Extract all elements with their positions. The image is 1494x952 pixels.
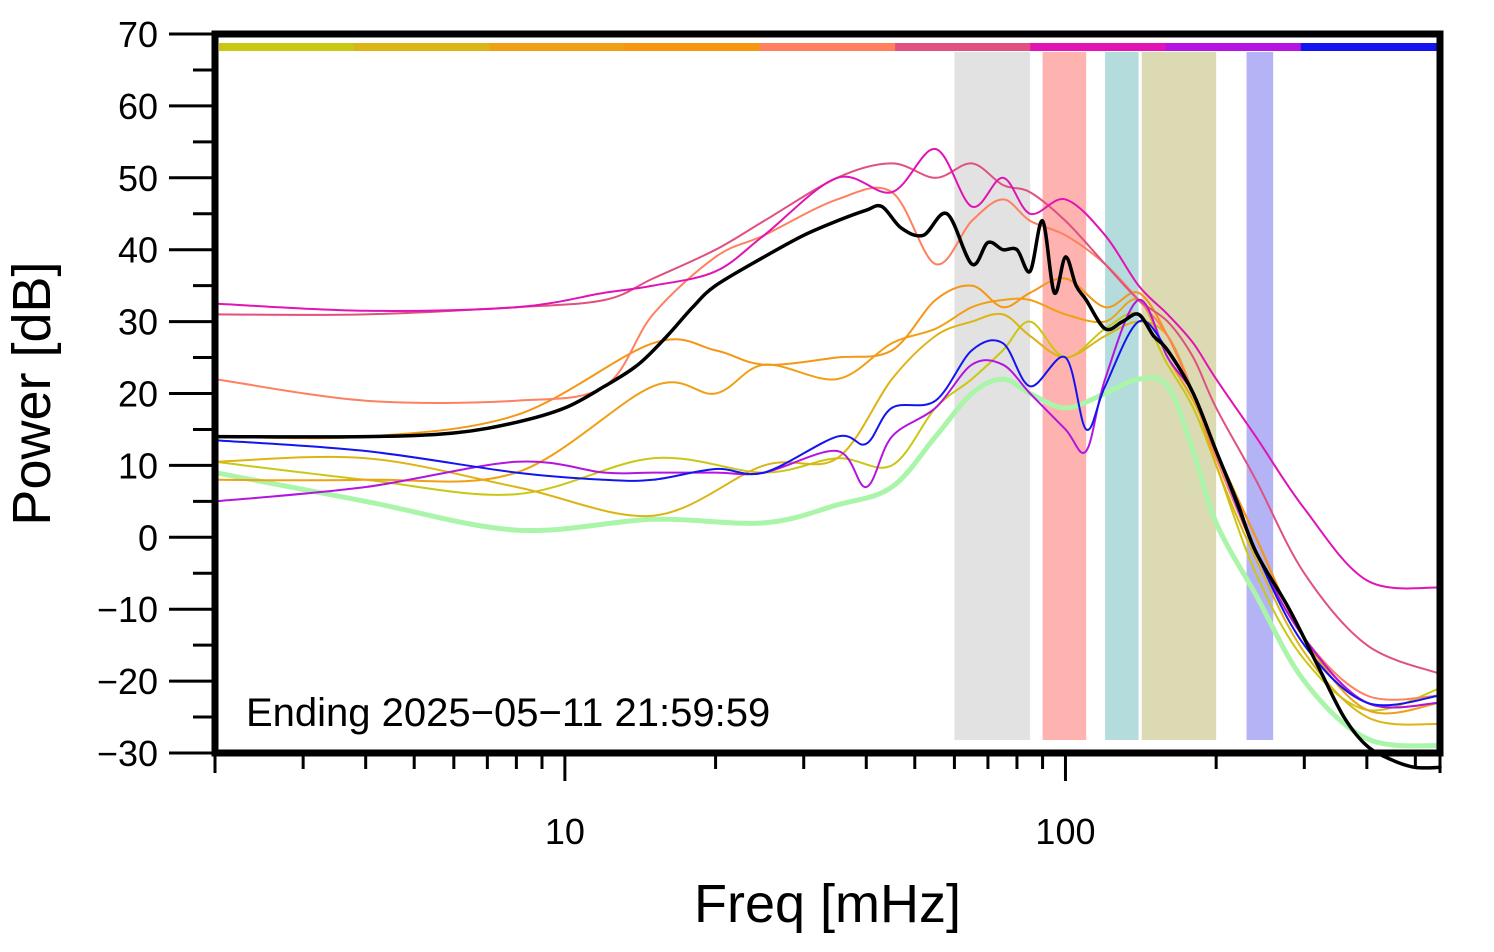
x-tick-label-0: 10 <box>545 811 585 852</box>
series-lines <box>212 148 1443 770</box>
y-tick-label-7: 0 <box>138 517 158 558</box>
y-tick-label-8: −10 <box>97 589 158 630</box>
series-line-2 <box>214 312 1441 726</box>
frequency-bands <box>954 52 1274 740</box>
y-tick-label-0: 70 <box>118 14 158 55</box>
color-bar-segment-8 <box>1300 43 1437 51</box>
color-bar-segment-7 <box>1165 43 1302 51</box>
y-tick-label-6: 10 <box>118 445 158 486</box>
color-bar-segment-4 <box>759 43 896 51</box>
band-1 <box>1042 52 1087 740</box>
y-tick-label-1: 60 <box>118 86 158 127</box>
band-2 <box>1105 52 1139 740</box>
series-line-4 <box>214 277 1441 709</box>
band-4 <box>1246 52 1274 740</box>
color-bar <box>219 43 1437 51</box>
series-line-10 <box>213 203 1442 770</box>
x-tick-label-1: 100 <box>1035 811 1095 852</box>
y-tick-label-4: 30 <box>118 302 158 343</box>
y-tick-label-9: −20 <box>97 661 158 702</box>
band-3 <box>1141 52 1217 740</box>
series-line-7 <box>214 148 1441 590</box>
y-tick-label-2: 50 <box>118 158 158 199</box>
series-line-0 <box>212 375 1443 749</box>
y-tick-label-10: −30 <box>97 733 158 774</box>
y-tick-label-5: 20 <box>118 374 158 415</box>
color-bar-segment-1 <box>354 43 490 51</box>
annotation-text: Ending 2025−05−11 21:59:59 <box>246 691 770 735</box>
color-bar-segment-2 <box>489 43 626 51</box>
series-line-6 <box>214 162 1441 675</box>
color-bar-segment-6 <box>1030 43 1167 51</box>
y-tick-label-3: 40 <box>118 230 158 271</box>
series-line-1 <box>214 312 1441 712</box>
plot-frame <box>211 30 1444 757</box>
color-bar-segment-0 <box>219 43 355 51</box>
x-axis-title: Freq [mHz] <box>694 874 961 934</box>
color-bar-segment-5 <box>895 43 1031 51</box>
y-axis-title: Power [dB] <box>2 261 62 525</box>
color-bar-segment-3 <box>624 43 761 51</box>
